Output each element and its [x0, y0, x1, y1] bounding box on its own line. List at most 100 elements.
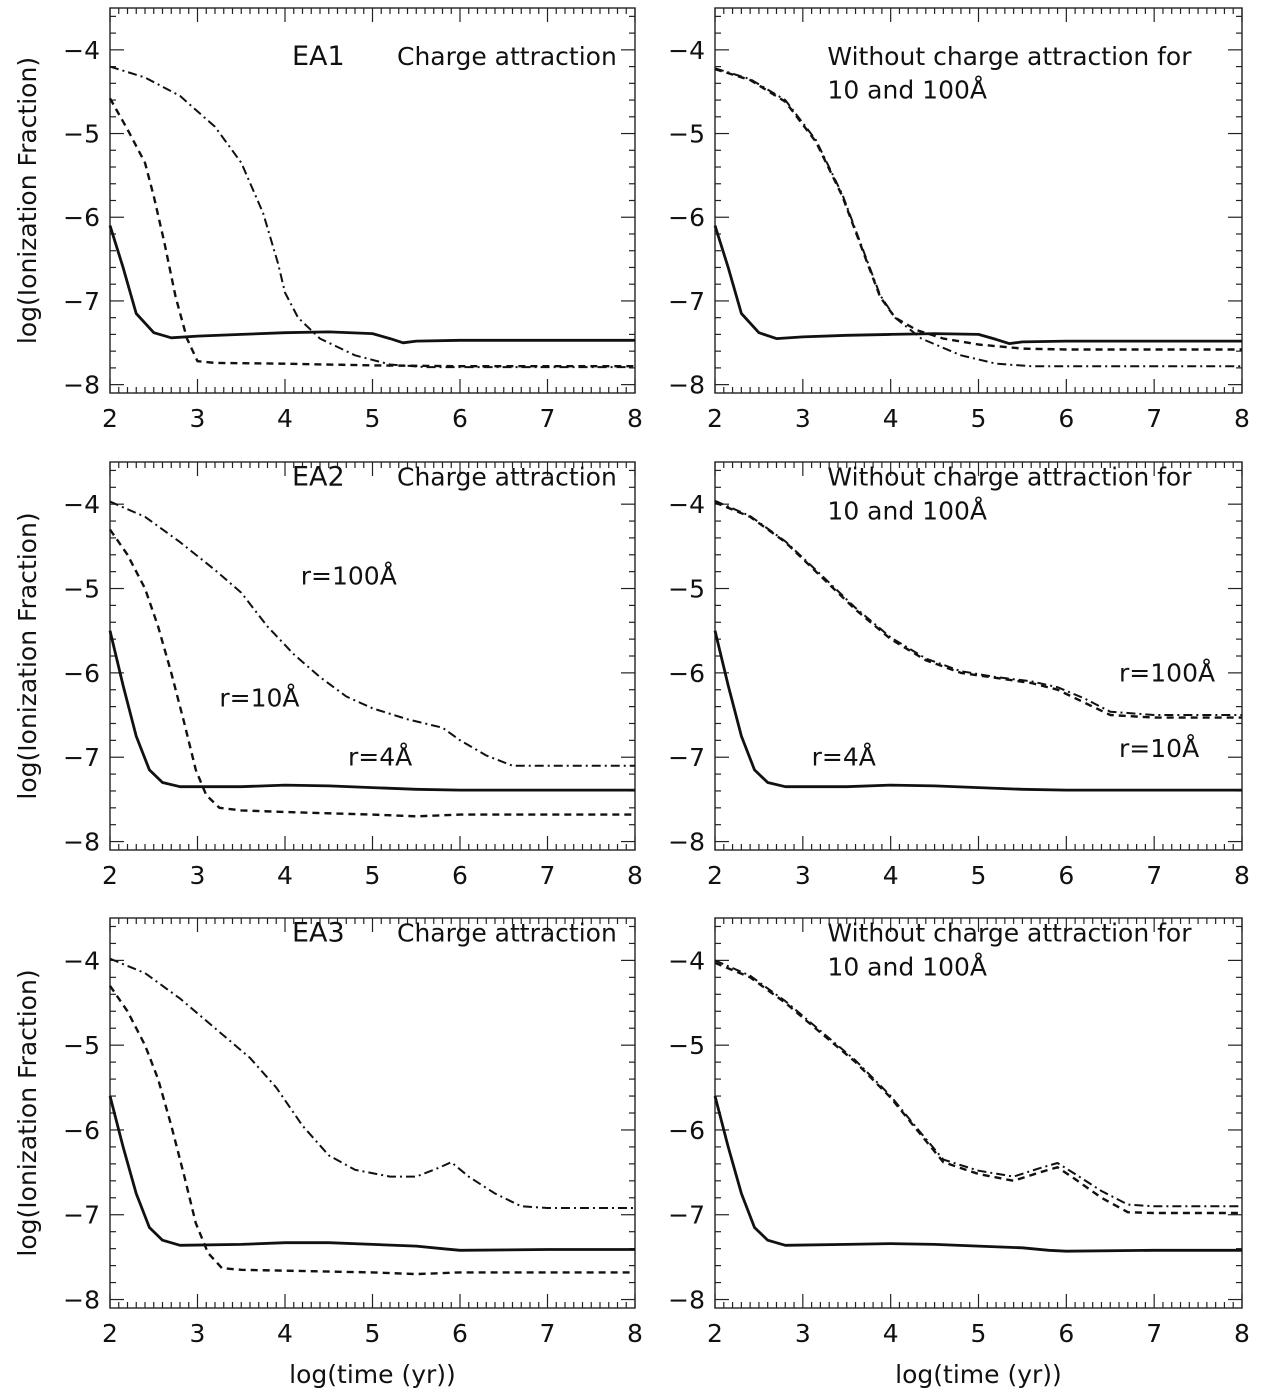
chart-panel-4: 2 3 4 5 6 7 8 −8 −7 −6 −5 −4 Without charge attracti… [668, 461, 1250, 890]
x-tick-label: 5 [365, 1319, 381, 1348]
series-line-solid [108, 1095, 635, 1252]
x-tick-label: 4 [883, 404, 899, 433]
y-axis-title: log(Ionization Fraction) [13, 57, 42, 344]
x-tick-label: 5 [971, 861, 987, 890]
x-tick-label: 8 [1234, 404, 1250, 433]
y-tick-label: −8 [668, 371, 705, 400]
x-tick-label: 6 [1058, 1319, 1074, 1348]
x-tick-label: 8 [1234, 1319, 1250, 1348]
series-line-dashed [714, 67, 1242, 351]
y-tick-label: −7 [668, 743, 705, 772]
y-tick-label: −5 [668, 575, 705, 604]
annotation-label: r=100Å [301, 561, 397, 590]
x-tick-label: 3 [795, 861, 811, 890]
series-line-solid [108, 225, 635, 345]
chart-panel-2: 2 3 4 5 6 7 8 −8 −7 −6 −5 −4 Without charge attracti… [668, 7, 1250, 433]
y-tick-label: −4 [63, 946, 100, 975]
x-tick-label: 8 [627, 404, 643, 433]
x-tick-label: 6 [452, 861, 468, 890]
series-line-solid [713, 630, 1242, 792]
x-tick-label: 8 [1234, 861, 1250, 890]
x-tick-label: 6 [1058, 861, 1074, 890]
y-tick-label: −6 [668, 203, 705, 232]
x-tick-label: 3 [795, 1319, 811, 1348]
y-tick-label: −7 [668, 1201, 705, 1230]
y-tick-label: −4 [668, 36, 705, 65]
series-line-dashed [109, 985, 635, 1276]
x-tick-label: 2 [707, 404, 723, 433]
series-line-dashed [714, 961, 1242, 1215]
x-tick-label: 7 [1146, 1319, 1162, 1348]
x-tick-label: 6 [452, 1319, 468, 1348]
x-tick-label: 8 [627, 861, 643, 890]
annotation-label: r=100Å [1119, 658, 1215, 687]
annotation-label: Without charge attraction for [827, 919, 1192, 948]
x-tick-label: 5 [365, 404, 381, 433]
x-tick-label: 4 [277, 861, 293, 890]
x-tick-label: 7 [540, 1319, 556, 1348]
x-tick-label: 4 [883, 861, 899, 890]
x-tick-label: 5 [365, 861, 381, 890]
y-tick-label: −6 [63, 659, 100, 688]
y-tick-label: −7 [63, 287, 100, 316]
y-tick-label: −7 [668, 287, 705, 316]
y-tick-label: −5 [668, 120, 705, 149]
x-tick-label: 6 [452, 404, 468, 433]
x-tick-label: 7 [1146, 861, 1162, 890]
x-tick-label: 7 [540, 404, 556, 433]
x-tick-label: 6 [1058, 404, 1074, 433]
x-tick-label: 3 [795, 404, 811, 433]
y-tick-label: −4 [63, 36, 100, 65]
y-tick-label: −8 [63, 1286, 100, 1315]
series-line-dashdot [109, 957, 635, 1209]
series-line-dashdot [714, 959, 1242, 1208]
x-tick-label: 8 [627, 1319, 643, 1348]
annotation-label: Charge attraction [397, 919, 617, 948]
panels-group: 2 3 4 5 6 7 8 −8 −7 −6 −5 −4 log(Ionization Fraction… [13, 7, 1250, 1389]
y-tick-label: −7 [63, 1201, 100, 1230]
annotation-label: Charge attraction [397, 463, 617, 492]
x-tick-label: 2 [102, 1319, 118, 1348]
y-tick-label: −8 [668, 828, 705, 857]
x-tick-label: 2 [102, 404, 118, 433]
series-line-dashdot [109, 500, 635, 767]
y-tick-label: −8 [668, 1286, 705, 1315]
series-line-solid [713, 225, 1242, 346]
x-axis-title: log(time (yr)) [895, 1360, 1062, 1389]
y-tick-label: −5 [63, 575, 100, 604]
y-tick-label: −5 [63, 1031, 100, 1060]
x-tick-label: 4 [277, 1319, 293, 1348]
y-tick-label: −6 [668, 1116, 705, 1145]
y-tick-label: −6 [63, 1116, 100, 1145]
x-tick-label: 4 [883, 1319, 899, 1348]
annotation-label: Without charge attraction for [827, 463, 1192, 492]
annotation-label: r=10Å [1119, 734, 1199, 763]
x-axis-title: log(time (yr)) [289, 1360, 456, 1389]
x-tick-label: 5 [971, 404, 987, 433]
y-tick-label: −4 [668, 490, 705, 519]
panel-tag-label: EA1 [292, 41, 345, 72]
annotation-label: r=4Å [348, 743, 412, 772]
panel-tag-label: EA2 [292, 462, 345, 493]
series-line-dashdot [714, 499, 1242, 716]
chart-panel-6: 2 3 4 5 6 7 8 −8 −7 −6 −5 −4 log(time (yr)) Without c… [668, 917, 1250, 1389]
y-tick-label: −6 [668, 659, 705, 688]
series-line-solid [108, 630, 635, 792]
y-tick-label: −8 [63, 371, 100, 400]
series-line-dashed [108, 97, 635, 368]
x-tick-label: 3 [190, 404, 206, 433]
chart-panel-3: 2 3 4 5 6 7 8 −8 −7 −6 −5 −4 log(Ionization Fraction… [13, 461, 643, 890]
x-tick-label: 7 [1146, 404, 1162, 433]
annotation-label: r=10Å [219, 684, 299, 713]
x-tick-label: 2 [707, 1319, 723, 1348]
annotation-label: 10 and 100Å [827, 75, 987, 104]
x-tick-label: 4 [277, 404, 293, 433]
annotation-label: r=4Å [812, 743, 876, 772]
annotation-label: Charge attraction [397, 42, 617, 71]
series-line-dashdot [109, 65, 635, 369]
series-line-dashdot [714, 67, 1242, 368]
x-tick-label: 7 [540, 861, 556, 890]
y-tick-label: −4 [668, 946, 705, 975]
